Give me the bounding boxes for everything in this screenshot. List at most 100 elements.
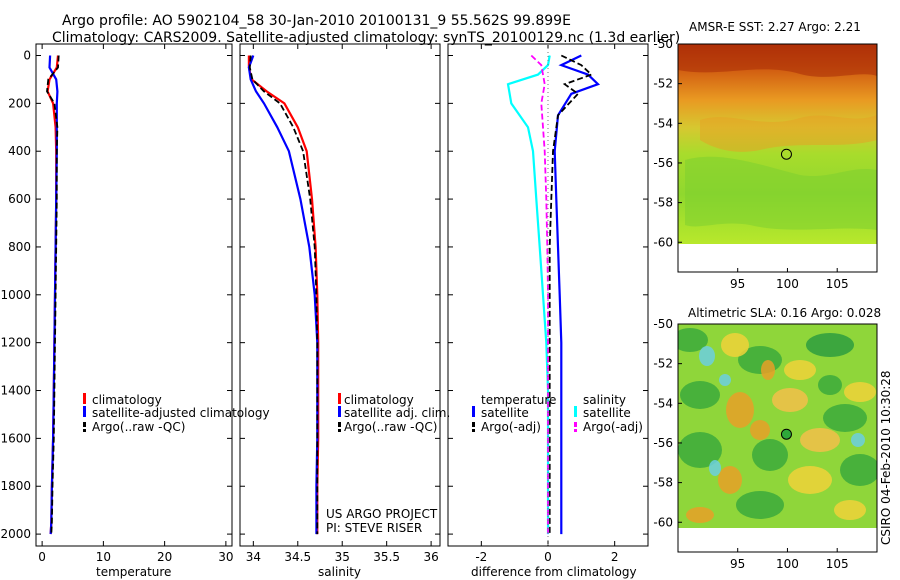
x-tick-label: 35	[335, 550, 350, 564]
float-position-marker	[780, 428, 792, 440]
legend-label-argo: Argo(..raw -QC)	[344, 420, 437, 434]
legend-swatch-sal-argo	[574, 422, 577, 427]
sla-patch	[844, 382, 876, 402]
x-tick-label: 10	[96, 550, 111, 564]
x-tick-label: 34.5	[284, 550, 311, 564]
salinity-axis-label: salinity	[318, 565, 361, 579]
y-tick-label: -58	[653, 476, 673, 490]
series-line-argo-raw-qc-	[46, 55, 60, 535]
sla-patch	[851, 433, 865, 447]
legend-label-climatology: climatology	[344, 393, 414, 407]
sst-no-data	[678, 244, 877, 272]
sla-patch	[678, 432, 722, 468]
sla-patch	[721, 333, 749, 357]
y-tick-label: 0	[23, 49, 31, 63]
sla-patch	[736, 491, 784, 519]
y-tick-label: 800	[8, 240, 31, 254]
x-tick-label: 0	[544, 550, 552, 564]
legend-swatch-temp-argo-b	[472, 429, 475, 432]
depth-axis: 0 200 400 600 800 1000 1200 1400 1600 1800 2000	[0, 49, 648, 541]
sla-patch	[750, 420, 770, 440]
y-tick-label: 1800	[0, 479, 31, 493]
legend-group-temperature: temperature	[481, 393, 556, 407]
salinity-series	[247, 55, 320, 535]
sla-patch	[823, 404, 867, 432]
sla-patch	[719, 374, 731, 386]
y-tick-label: -56	[653, 436, 673, 450]
sla-patch	[800, 428, 840, 452]
sla-patch	[784, 360, 816, 380]
salinity-legend: climatology satellite adj. clim. Argo(..…	[338, 393, 450, 434]
salinity-panel-frame	[239, 43, 441, 547]
y-tick-label: -50	[653, 37, 673, 51]
legend-swatch-argo-b	[338, 429, 341, 432]
sla-patch	[752, 439, 788, 471]
salinity-x-axis: 34 34.5 35 35.5 36	[246, 44, 439, 564]
legend-swatch-climatology	[338, 393, 341, 404]
legend-swatch-argo	[338, 422, 341, 427]
sla-map-axes: 95 100 105 -50 -52 -54 -56 -58 -60	[653, 317, 848, 571]
temperature-panel-frame	[35, 43, 233, 547]
sla-patch	[834, 500, 866, 520]
legend-label-temp-satellite: satellite	[481, 406, 529, 420]
y-tick-label: -54	[653, 116, 673, 130]
legend-label-sal-argo: Argo(-adj)	[583, 420, 643, 434]
sla-patch	[709, 460, 721, 476]
temperature-series	[46, 55, 60, 535]
sla-anomaly-patches	[678, 328, 877, 523]
y-tick-label: 400	[8, 144, 31, 158]
y-tick-label: -52	[653, 357, 673, 371]
x-tick-label: 105	[826, 557, 849, 571]
figure-title-line2: Climatology: CARS2009. Satellite-adjuste…	[52, 30, 680, 46]
temperature-legend: climatology satellite-adjusted climatolo…	[83, 393, 270, 434]
y-tick-label: 1000	[0, 288, 31, 302]
y-tick-label: -60	[653, 515, 673, 529]
x-tick-label: 34	[246, 550, 261, 564]
sla-patch	[818, 375, 842, 395]
project-label: US ARGO PROJECT	[326, 507, 438, 521]
y-tick-label: -60	[653, 235, 673, 249]
sla-no-data	[678, 528, 877, 552]
x-tick-label: 30	[218, 550, 233, 564]
legend-label-satellite: satellite-adjusted climatology	[92, 406, 270, 420]
y-tick-label: 1600	[0, 431, 31, 445]
sla-patch	[718, 466, 742, 494]
legend-label-temp-argo: Argo(-adj)	[481, 420, 541, 434]
legend-label-argo: Argo(..raw -QC)	[92, 420, 185, 434]
legend-label-climatology: climatology	[92, 393, 162, 407]
sst-map-frame	[677, 43, 878, 273]
sla-patch	[806, 333, 854, 357]
sla-patch	[761, 360, 775, 380]
legend-group-salinity: salinity	[583, 393, 626, 407]
sla-map-frame	[677, 323, 878, 553]
y-tick-label: 1200	[0, 336, 31, 350]
difference-legend: temperature satellite Argo(-adj) salinit…	[472, 393, 643, 434]
y-tick-label: -52	[653, 77, 673, 91]
difference-axis-label: difference from climatology	[471, 565, 637, 579]
y-tick-label: 1400	[0, 384, 31, 398]
x-tick-label: 2	[611, 550, 619, 564]
series-line-temperature-satellite	[553, 54, 601, 535]
sla-patch	[726, 392, 754, 428]
pi-label: PI: STEVE RISER	[326, 521, 422, 535]
sst-map-axes: 95 100 105 -50 -52 -54 -56 -58 -60	[653, 37, 848, 291]
legend-swatch-temp-satellite	[472, 406, 475, 417]
legend-swatch-argo	[83, 422, 86, 427]
legend-swatch-sal-satellite	[574, 406, 577, 417]
series-line-salinity-argo-adj-	[530, 54, 549, 535]
y-tick-label: 200	[8, 96, 31, 110]
x-tick-label: 95	[730, 557, 745, 571]
x-tick-label: 105	[826, 277, 849, 291]
y-tick-label: -54	[653, 396, 673, 410]
x-tick-label: 35.5	[373, 550, 400, 564]
sla-patch	[680, 381, 720, 409]
float-position-marker	[780, 148, 792, 160]
sst-map	[678, 44, 877, 272]
x-tick-label: 0	[38, 550, 46, 564]
difference-series	[506, 54, 601, 535]
sst-green-patch	[685, 156, 877, 230]
x-tick-label: 95	[730, 277, 745, 291]
temperature-axis-label: temperature	[96, 565, 171, 579]
x-tick-label: 100	[776, 557, 799, 571]
sla-patch	[840, 454, 877, 486]
